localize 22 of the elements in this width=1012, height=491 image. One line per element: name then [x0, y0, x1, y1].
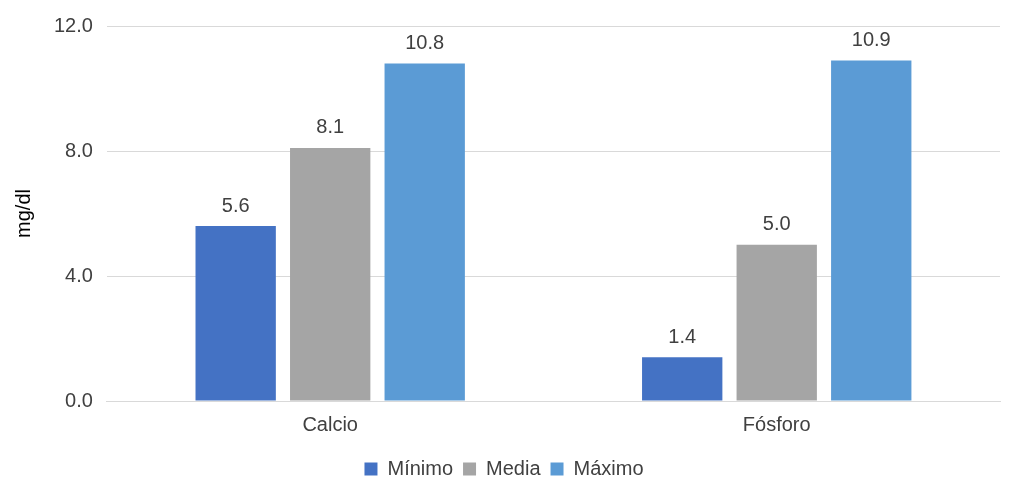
x-tick-label: Fósforo	[742, 412, 811, 435]
data-label: 5.6	[221, 193, 250, 216]
legend-label: Media	[486, 456, 542, 479]
x-tick-label: Calcio	[302, 412, 358, 435]
y-tick-label: 0.0	[65, 388, 93, 411]
bar	[642, 357, 723, 401]
y-tick-label: 8.0	[65, 138, 93, 161]
legend-label: Mínimo	[387, 456, 454, 479]
bar	[195, 226, 276, 401]
legend-label: Máximo	[573, 456, 644, 479]
y-tick-label: 4.0	[65, 263, 93, 286]
data-label: 1.4	[668, 324, 697, 347]
y-tick-label: 12.0	[53, 13, 93, 36]
data-label: 10.9	[851, 27, 891, 50]
data-label: 8.1	[316, 115, 345, 138]
bar	[384, 63, 465, 401]
data-label: 10.8	[405, 31, 445, 54]
bar	[831, 60, 912, 401]
bar	[736, 244, 817, 401]
data-label: 5.0	[762, 212, 791, 235]
y-axis-title: mg/dl	[11, 189, 34, 238]
bar	[290, 147, 371, 401]
